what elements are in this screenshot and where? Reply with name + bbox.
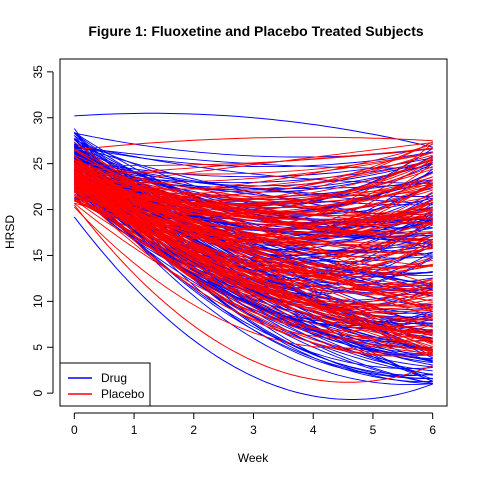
placebo-curve — [73, 206, 433, 349]
placebo-curve — [74, 188, 433, 205]
placebo-curve — [74, 181, 433, 217]
x-tick-label: 1 — [131, 423, 138, 437]
x-tick-label: 2 — [190, 423, 197, 437]
x-axis-label: Week — [238, 451, 269, 465]
x-tick-label: 4 — [310, 423, 317, 437]
placebo-curve — [74, 143, 433, 192]
placebo-curve — [73, 173, 433, 354]
drug-curve — [74, 112, 433, 148]
plot-frame — [59, 58, 448, 407]
drug-curve — [74, 162, 433, 197]
y-tick-label: 0 — [31, 389, 45, 396]
placebo-curve — [74, 171, 433, 279]
placebo-curve — [73, 180, 433, 338]
y-tick-label: 5 — [31, 344, 45, 351]
x-axis: 0 1 2 3 4 5 6 — [71, 412, 436, 437]
placebo-curve — [73, 171, 433, 307]
placebo-curve — [74, 154, 433, 190]
placebo-curve — [74, 172, 433, 215]
y-tick-label: 20 — [31, 203, 45, 217]
y-axis-label: HRSD — [3, 215, 17, 249]
placebo-curve — [74, 142, 433, 231]
placebo-curve — [74, 186, 433, 257]
placebo-curve — [74, 141, 433, 196]
placebo-series — [73, 136, 433, 383]
placebo-curve — [74, 199, 433, 273]
placebo-curve — [74, 173, 433, 219]
chart-title: Figure 1: Fluoxetine and Placebo Treated… — [88, 23, 424, 39]
placebo-curve — [74, 187, 433, 318]
placebo-curve — [73, 178, 433, 340]
placebo-curve — [74, 191, 433, 294]
placebo-curve — [74, 182, 433, 238]
placebo-curve — [73, 168, 433, 332]
drug-curve — [73, 175, 433, 370]
legend-box — [59, 362, 151, 407]
placebo-curve — [74, 152, 433, 183]
placebo-curve — [74, 152, 433, 175]
placebo-curve — [74, 186, 433, 293]
y-tick-label: 35 — [31, 65, 45, 79]
placebo-curve — [74, 174, 433, 287]
placebo-curve — [74, 136, 433, 151]
placebo-curve — [74, 172, 433, 348]
drug-curve — [74, 171, 433, 382]
placebo-curve — [73, 204, 433, 383]
y-tick-label: 25 — [31, 157, 45, 171]
placebo-curve — [74, 177, 433, 233]
legend-placebo-label: Placebo — [101, 387, 145, 401]
x-tick-label: 6 — [429, 423, 436, 437]
placebo-curve — [74, 174, 433, 292]
placebo-curve — [73, 188, 433, 357]
placebo-curve — [74, 147, 433, 166]
placebo-curve — [74, 179, 433, 217]
drug-curve — [73, 216, 433, 400]
placebo-curve — [74, 188, 433, 290]
placebo-curve — [74, 175, 433, 270]
placebo-curve — [74, 177, 433, 334]
placebo-curve — [74, 175, 433, 246]
y-tick-label: 15 — [31, 248, 45, 262]
placebo-curve — [74, 163, 433, 296]
placebo-curve — [74, 174, 433, 267]
placebo-curve — [74, 162, 433, 270]
placebo-curve — [74, 159, 433, 345]
x-tick-label: 0 — [71, 423, 78, 437]
placebo-curve — [74, 142, 433, 188]
legend: Drug Placebo — [59, 362, 151, 407]
placebo-curve — [73, 186, 433, 310]
placebo-curve — [74, 154, 433, 235]
placebo-curve — [74, 160, 433, 206]
placebo-curve — [74, 193, 433, 313]
x-tick-label: 3 — [250, 423, 257, 437]
placebo-curve — [74, 148, 433, 235]
y-tick-label: 30 — [31, 111, 45, 125]
legend-drug-label: Drug — [101, 371, 127, 385]
y-axis: 0 5 10 15 20 25 30 35 — [31, 65, 54, 396]
y-tick-label: 10 — [31, 294, 45, 308]
x-tick-label: 5 — [370, 423, 377, 437]
